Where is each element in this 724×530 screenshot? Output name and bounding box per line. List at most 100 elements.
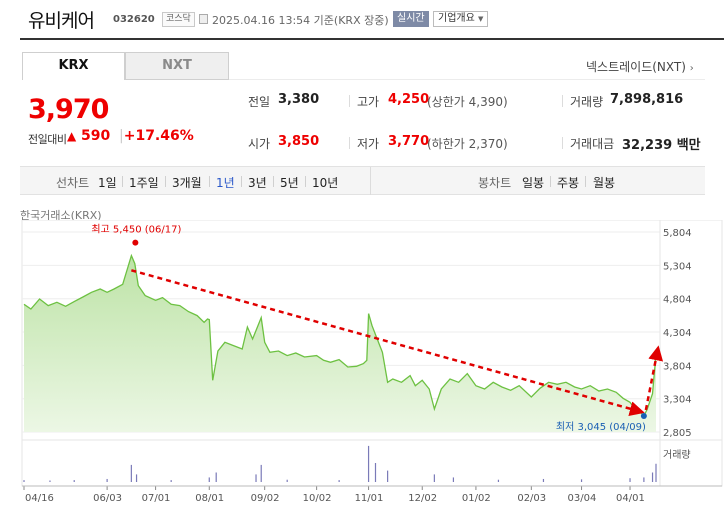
period-10y[interactable]: 10년 [312,176,339,190]
x-tick-label: 11/01 [355,493,384,504]
chevron-right-icon: › [689,63,694,74]
change-percent: +17.46% [123,128,194,144]
volume-bar [542,478,545,482]
period-3m[interactable]: 3개월 [172,176,202,190]
volume-bar [23,480,25,482]
nextrade-link-label: 넥스트레이드(NXT) [586,60,686,74]
rebound-arrow [644,345,664,411]
company-overview-label: 기업개요 [438,13,475,24]
low-value: 3,770 [388,134,430,149]
volume-bar [106,478,108,482]
volume-bar [49,480,51,482]
stat-divider [349,137,350,149]
volume-bar [130,464,132,482]
x-tick-label: 09/02 [251,493,280,504]
price-chart[interactable]: 최고 5,450 (06/17) 최저 3,045 (04/09) 2,805 3,… [0,220,724,530]
y-tick-label: 3,804 [663,361,692,372]
volume-bar [651,472,654,482]
header-divider [20,38,724,40]
low-marker-label: 최저 3,045 (04/09) [556,421,646,433]
candle-monthly[interactable]: 월봉 [593,176,616,190]
company-overview-dropdown[interactable]: 기업개요 ▼ [433,11,489,27]
volume-bar [260,464,262,482]
tab-nxt[interactable]: NXT [125,52,229,80]
stat-divider [349,95,350,107]
volume-bar [655,463,657,482]
low-marker-dot [640,412,647,419]
volume-bar [452,477,455,482]
open-value: 3,850 [278,134,320,149]
chart-marks: 최고 5,450 (06/17) 최저 3,045 (04/09) [23,224,664,482]
toolbar-divider [370,167,371,195]
y-tick-label: 5,304 [663,261,692,272]
change-separator: | [119,128,124,144]
x-tick-label: 01/02 [462,493,491,504]
change-percent-wrap: |+17.46% [119,128,194,144]
candle-weekly[interactable]: 주봉 [557,176,580,190]
nextrade-link[interactable]: 넥스트레이드(NXT) › [586,58,694,75]
period-3y[interactable]: 3년 [248,176,267,190]
period-5y[interactable]: 5년 [280,176,299,190]
high-marker-dot [132,239,139,246]
stock-code: 032620 [113,14,155,25]
page-header: 유비케어 032620 코스닥 2025.04.16 13:54 기준(KRX … [0,0,724,38]
volume-bar [215,472,217,482]
x-tick-label: 12/02 [408,493,437,504]
triangle-up-icon: ▲ [67,129,77,143]
high-value: 4,250 [388,92,430,107]
change-value: 590 [81,128,111,144]
y-tick-label: 4,304 [663,328,692,339]
y-tick-label: 5,804 [663,228,692,239]
period-separator [122,176,123,187]
volume-label: 거래량 [570,95,604,109]
x-tick-label: 08/01 [195,493,224,504]
x-tick-label: 03/04 [568,493,597,504]
volume-bar [170,480,172,482]
period-1w[interactable]: 1주일 [129,176,159,190]
clock-icon [199,14,208,24]
period-separator [305,176,306,187]
y-tick-label: 4,804 [663,295,692,306]
period-separator [241,176,242,187]
stock-name: 유비케어 [28,10,95,32]
amount-label: 거래대금 [570,137,615,151]
realtime-button[interactable]: 실시간 [393,11,429,27]
amount-value: 32,239 백만 [622,138,701,153]
candle-chart-label: 봉차트 [478,176,512,190]
x-tick-label: 02/03 [517,493,546,504]
x-tick-label: 04/16 [25,493,54,504]
tab-krx[interactable]: KRX [22,52,125,80]
volume-bar [387,470,389,482]
volume-bar [338,480,340,482]
prev-close-value: 3,380 [278,92,320,107]
volume-bar [629,478,631,482]
period-1y[interactable]: 1년 [216,176,235,190]
y-tick-label: 3,304 [663,395,692,406]
volume-bar [73,480,75,482]
period-separator [165,176,166,187]
stat-divider [562,137,563,149]
period-1d[interactable]: 1일 [98,176,117,190]
lower-limit: (하한가 2,370) [427,137,508,151]
period-toolbar: 선차트 1일 1주일 3개월 1년 3년 5년 10년 봉차트 일봉 주봉 월봉 [20,166,705,195]
volume-bar [497,479,500,482]
price-area [23,253,657,432]
volume-bar [286,479,288,482]
change-label: 전일대비 [28,133,67,146]
period-separator [209,176,210,187]
x-tick-label: 07/01 [142,493,171,504]
current-price: 3,970 [28,94,109,125]
price-area-fill [24,255,656,432]
volume-bar [367,445,370,482]
volume-bar [433,474,435,482]
high-marker-label: 최고 5,450 (06/17) [91,224,181,236]
period-separator [273,176,274,187]
prev-close-label: 전일 [248,95,271,109]
volume-bar [374,463,377,482]
volume-bar [208,477,210,482]
volume-bar [580,479,583,482]
period-separator [550,176,551,187]
tab-divider [229,79,705,80]
price-line [23,253,657,418]
candle-daily[interactable]: 일봉 [522,176,545,190]
